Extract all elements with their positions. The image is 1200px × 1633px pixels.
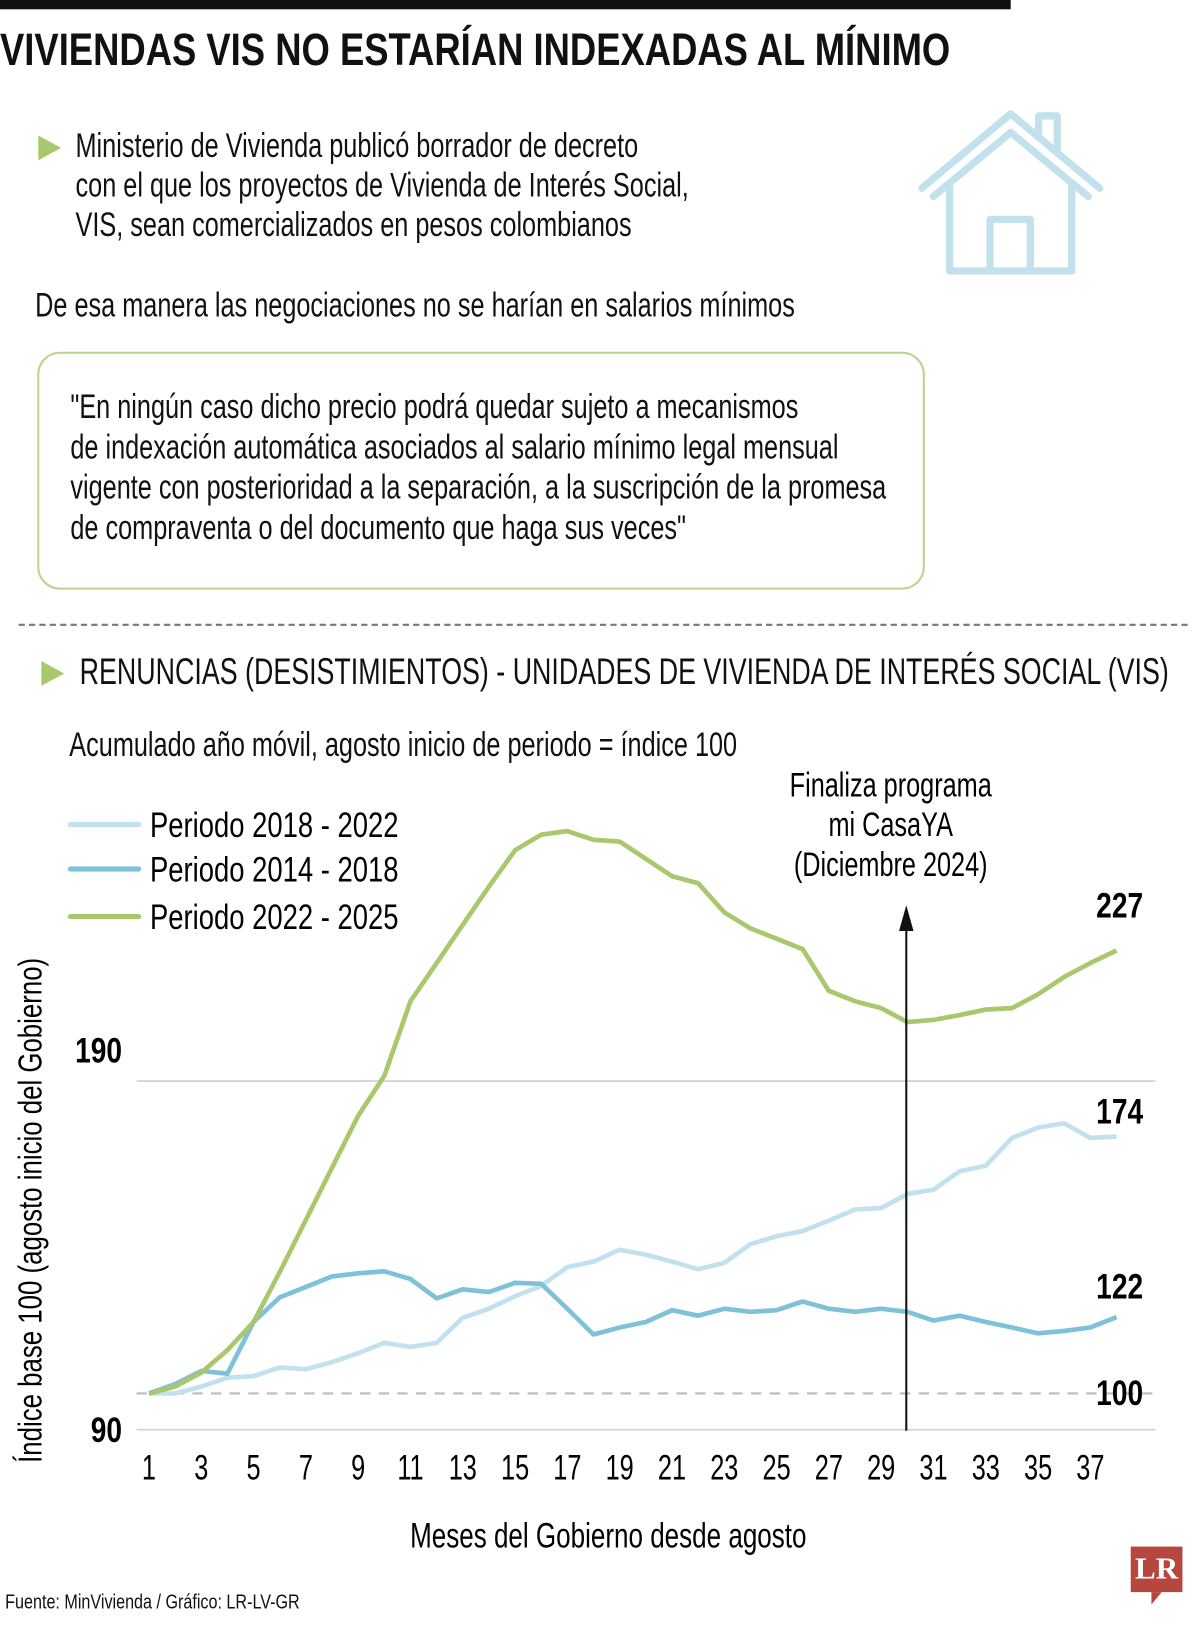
arrow-up-icon: [899, 905, 914, 932]
annotation: Finaliza programa mi CasaYA (Diciembre 2…: [790, 767, 992, 1431]
x-tick-label: 33: [972, 1448, 1000, 1487]
intro-note: De esa manera las negociaciones no se ha…: [35, 286, 1062, 325]
x-tick-label: 9: [351, 1448, 365, 1487]
end-labels: 174 122 227: [1096, 886, 1143, 1306]
x-tick-label: 7: [299, 1448, 313, 1487]
x-tick-label: 21: [658, 1448, 686, 1487]
intro-line: VIS, sean comercializados en pesos colom…: [75, 204, 632, 244]
y-tick-90: 90: [91, 1410, 122, 1450]
legend-label: Periodo 2014 - 2018: [150, 849, 399, 889]
section-triangle-icon: [41, 661, 65, 686]
logo-tail: [1151, 1592, 1162, 1605]
annotation-line: (Diciembre 2024): [794, 847, 988, 885]
x-tick-label: 25: [762, 1448, 790, 1487]
end-label: 122: [1096, 1266, 1143, 1306]
legend-label: Periodo 2022 - 2025: [150, 897, 399, 937]
intro-note-text: De esa manera las negociaciones no se ha…: [35, 285, 795, 324]
intro-bullet: Ministerio de Vivienda publicó borrador …: [76, 126, 697, 250]
quote-line: de indexación automática asociados al sa…: [70, 427, 839, 466]
intro-line: con el que los proyectos de Vivienda de …: [75, 165, 689, 204]
end-label: 227: [1096, 886, 1143, 926]
lr-logo: LR: [1130, 1546, 1183, 1605]
x-tick-label: 23: [710, 1448, 738, 1487]
page-title-text: VIVIENDAS VIS NO ESTARÍAN INDEXADAS AL M…: [0, 24, 951, 76]
x-tick-label: 13: [449, 1448, 477, 1487]
x-tick-label: 17: [553, 1448, 581, 1487]
quote-line: de compraventa o del documento que haga …: [70, 507, 687, 547]
x-tick-label: 19: [606, 1448, 634, 1487]
house-icon: [918, 110, 1104, 275]
x-axis-label: Meses del Gobierno desde agosto: [410, 1516, 806, 1556]
annotation-line: mi CasaYA: [828, 806, 952, 844]
source-note: Fuente: MinVivienda / Gráfico: LR-LV-GR: [5, 1591, 383, 1615]
x-axis-ticks: 1 3 5 7 9 11 13 15 17 19 21 23 25 27 29 31 33 35 37: [142, 1448, 1105, 1487]
series-line-2014-2018: [148, 1268, 1118, 1396]
x-tick-label: 3: [194, 1448, 208, 1487]
bullet-triangle-icon: [38, 135, 62, 161]
section-title-text: RENUNCIAS (DESISTIMIENTOS) - UNIDADES DE…: [79, 649, 1169, 693]
legend-label: Periodo 2018 - 2022: [150, 805, 399, 845]
quote-box: "En ningún caso dicho precio podrá queda…: [37, 351, 925, 590]
series-line-2018-2022: [148, 1121, 1117, 1396]
section-divider: [18, 623, 1188, 626]
x-tick-label: 37: [1076, 1448, 1104, 1487]
page-title: VIVIENDAS VIS NO ESTARÍAN INDEXADAS AL M…: [0, 25, 1188, 77]
reference-label-100: 100: [1096, 1373, 1143, 1413]
x-tick-label: 1: [142, 1448, 156, 1487]
chart-subtitle-text: Acumulado año móvil, agosto inicio de pe…: [69, 725, 738, 764]
x-tick-label: 35: [1024, 1448, 1052, 1487]
quote-line: vigente con posterioridad a la separació…: [70, 467, 887, 506]
x-tick-label: 11: [397, 1448, 423, 1487]
series-group: [148, 828, 1118, 1396]
intro-line: Ministerio de Vivienda publicó borrador …: [75, 126, 639, 165]
y-tick-190: 190: [75, 1030, 122, 1070]
top-bar: [0, 0, 1011, 10]
annotation-line: Finaliza programa: [790, 767, 992, 805]
x-tick-label: 15: [501, 1448, 529, 1487]
end-label: 174: [1096, 1091, 1143, 1131]
source-text: Fuente: MinVivienda / Gráfico: LR-LV-GR: [5, 1591, 300, 1614]
y-axis-label: Índice base 100 (agosto inicio del Gobie…: [12, 958, 49, 1463]
section-title: RENUNCIAS (DESISTIMIENTOS) - UNIDADES DE…: [80, 650, 1200, 693]
chart-subtitle: Acumulado año móvil, agosto inicio de pe…: [69, 725, 971, 764]
x-tick-label: 31: [919, 1448, 947, 1487]
x-tick-label: 5: [247, 1448, 261, 1487]
x-tick-label: 27: [815, 1448, 843, 1487]
x-tick-label: 29: [867, 1448, 895, 1487]
series-line-2022-2025: [148, 828, 1118, 1396]
lr-logo-text: LR: [1135, 1551, 1179, 1586]
quote-line: "En ningún caso dicho precio podrá queda…: [70, 386, 799, 426]
